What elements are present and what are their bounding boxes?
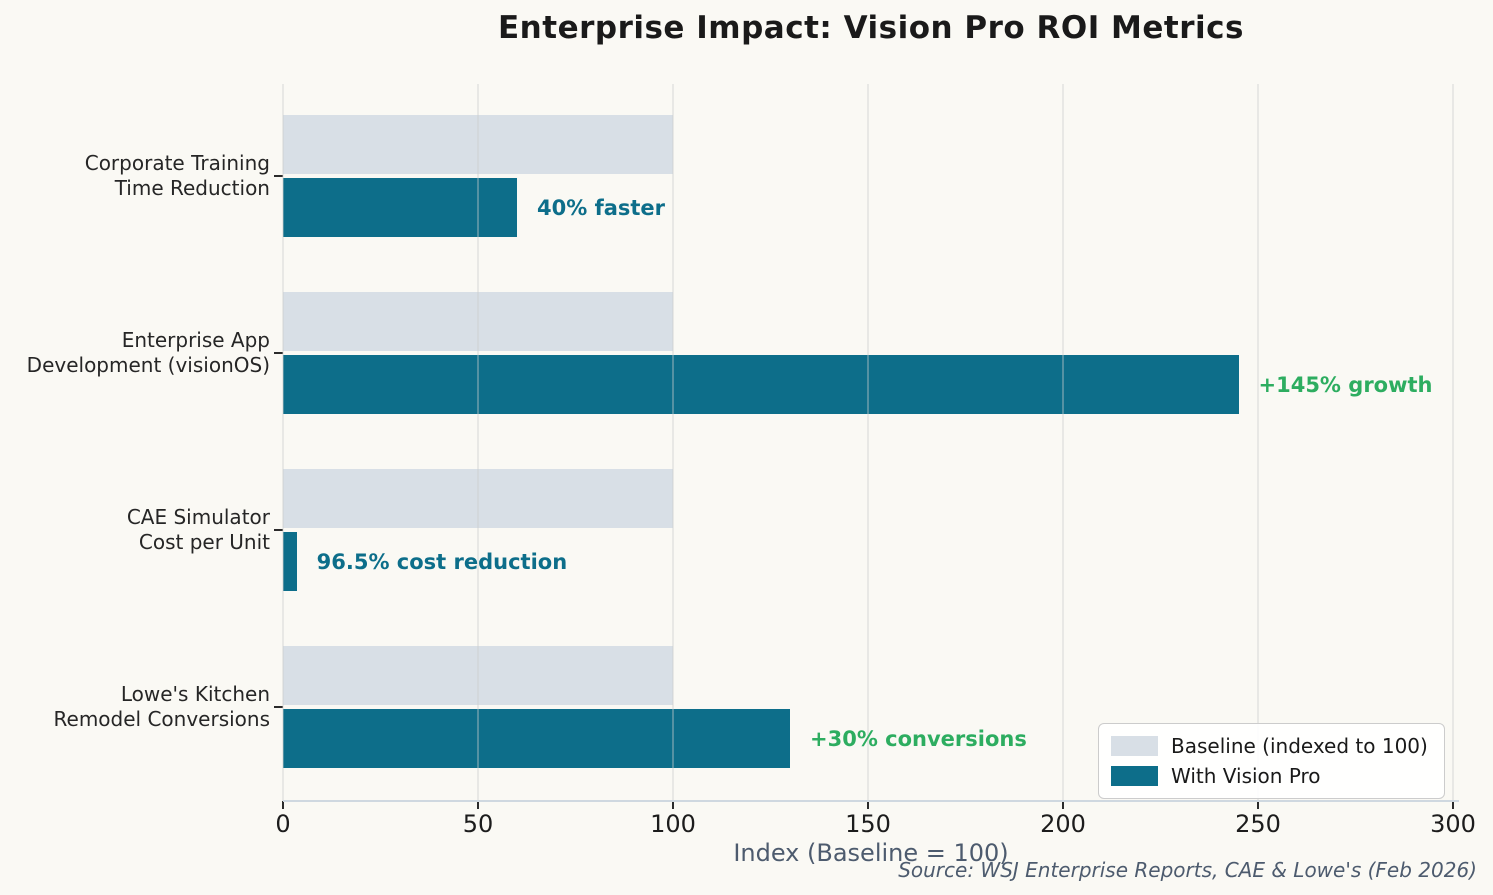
y-tick (274, 706, 283, 708)
gridline (282, 84, 284, 801)
gridline (1452, 84, 1454, 801)
x-tick-label: 300 (1430, 810, 1476, 838)
vision-pro-bar (283, 532, 297, 591)
legend-swatch (1111, 736, 1158, 756)
x-tick-label: 0 (275, 810, 291, 838)
gridline (1257, 84, 1259, 801)
vision-pro-bar (283, 355, 1239, 414)
legend-item: With Vision Pro (1111, 764, 1428, 788)
x-tick (867, 801, 869, 809)
gridline (1062, 84, 1064, 801)
gridline (477, 84, 479, 801)
vision-pro-bar (283, 178, 517, 237)
category-label: Corporate Training Time Reduction (84, 151, 270, 200)
x-axis-line (283, 800, 1459, 802)
vision-pro-bar (283, 709, 790, 768)
x-tick-label: 50 (462, 810, 494, 838)
x-tick-label: 250 (1235, 810, 1281, 838)
x-tick (1257, 801, 1259, 809)
bar-annotation: 40% faster (537, 195, 666, 220)
category-label: Lowe's Kitchen Remodel Conversions (53, 682, 270, 731)
x-axis-label: Index (Baseline = 100) (733, 839, 1009, 867)
y-tick (274, 352, 283, 354)
x-tick (477, 801, 479, 809)
legend-label: Baseline (indexed to 100) (1171, 734, 1428, 758)
x-tick (672, 801, 674, 809)
y-tick (274, 529, 283, 531)
bar-annotation: 96.5% cost reduction (316, 549, 568, 574)
legend: Baseline (indexed to 100) With Vision Pro (1098, 723, 1445, 799)
x-tick-label: 150 (845, 810, 891, 838)
legend-label: With Vision Pro (1171, 764, 1321, 788)
baseline-bar (283, 292, 673, 351)
legend-item: Baseline (indexed to 100) (1111, 734, 1428, 758)
x-tick-label: 100 (650, 810, 696, 838)
x-tick-label: 200 (1040, 810, 1086, 838)
y-tick (274, 175, 283, 177)
legend-swatch (1111, 766, 1158, 786)
x-tick (1452, 801, 1454, 809)
x-tick (282, 801, 284, 809)
x-tick (1062, 801, 1064, 809)
baseline-bar (283, 469, 673, 528)
source-note: Source: WSJ Enterprise Reports, CAE & Lo… (898, 858, 1477, 882)
gridline (867, 84, 869, 801)
bar-annotation: +30% conversions (810, 726, 1027, 751)
category-label: CAE Simulator Cost per Unit (126, 505, 270, 554)
chart-title: Enterprise Impact: Vision Pro ROI Metric… (498, 10, 1244, 46)
baseline-bar (283, 115, 673, 174)
baseline-bar (283, 646, 673, 705)
gridline (672, 84, 674, 801)
category-label: Enterprise App Development (visionOS) (26, 328, 270, 377)
bar-annotation: +145% growth (1258, 372, 1433, 397)
